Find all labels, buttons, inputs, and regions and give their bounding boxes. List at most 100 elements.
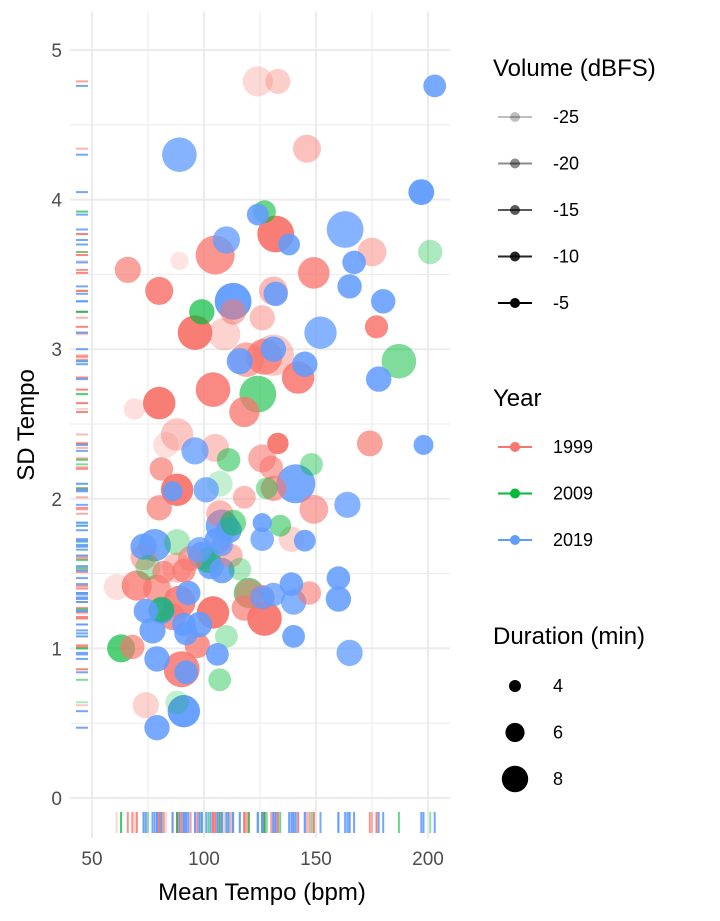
data-point-2019	[212, 226, 240, 254]
data-point-2019	[334, 491, 361, 518]
data-point-2019	[162, 481, 183, 502]
legend-key-size	[501, 765, 529, 793]
data-point-2019	[144, 646, 170, 672]
data-point-1999	[103, 574, 130, 600]
legend-label-duration: 8	[553, 769, 563, 789]
tick-labels: 50 100 150 200 0 1 2 3 4 5	[51, 41, 443, 870]
legend-key-dot	[510, 158, 520, 169]
data-point-2009	[189, 299, 215, 325]
data-point-2019	[167, 695, 200, 728]
legend-key-dot	[510, 535, 520, 545]
data-point-1999	[145, 276, 174, 305]
data-point-2019	[278, 233, 300, 256]
data-point-2009	[215, 625, 238, 648]
data-point-2019	[211, 534, 233, 557]
legend-label-volume: -15	[553, 200, 579, 220]
data-point-1999	[220, 298, 247, 325]
data-point-2019	[252, 513, 272, 533]
data-point-2019	[139, 617, 166, 644]
data-point-2019	[304, 316, 337, 349]
legend-label-volume: -10	[553, 247, 579, 267]
legend-key-dot	[510, 488, 520, 499]
data-point-1999	[242, 66, 273, 97]
legend-title-duration: Duration (min)	[493, 623, 645, 650]
y-tick-label: 1	[51, 639, 62, 660]
legend-label-duration: 4	[553, 676, 563, 696]
data-point-1999	[293, 134, 321, 163]
data-point-2009	[216, 448, 241, 472]
legend-key-dot	[510, 112, 520, 122]
x-tick-label: 50	[81, 849, 102, 870]
data-point-2019	[130, 533, 157, 560]
data-point-1999	[356, 430, 383, 457]
data-point-2019	[326, 211, 364, 248]
data-point-2019	[174, 621, 198, 646]
data-point-2019	[423, 74, 447, 98]
data-point-2019	[293, 529, 316, 552]
data-point-2019	[246, 203, 269, 226]
data-point-2019	[162, 137, 197, 172]
data-point-1999	[267, 432, 289, 455]
data-point-1999	[208, 318, 241, 351]
legend-key-dot	[510, 205, 520, 215]
x-tick-label: 150	[300, 849, 332, 870]
data-point-2019	[408, 179, 435, 206]
data-point-1999	[114, 256, 141, 283]
grid	[70, 12, 450, 838]
y-axis-title: SD Tempo	[13, 369, 40, 481]
data-point-1999	[364, 315, 389, 339]
legend-key-dot	[510, 298, 520, 308]
data-point-1999	[231, 595, 257, 621]
data-point-2019	[226, 348, 253, 375]
data-point-2019	[292, 351, 318, 377]
data-point-2019	[144, 715, 170, 741]
data-point-2019	[260, 336, 287, 362]
data-point-1999	[143, 386, 176, 420]
data-point-1999	[149, 457, 174, 481]
data-point-1999	[132, 692, 159, 719]
data-point-2019	[276, 464, 316, 504]
data-point-1999	[297, 581, 322, 605]
data-point-1999	[195, 372, 231, 407]
data-point-1999	[146, 495, 172, 521]
data-point-2019	[337, 274, 362, 299]
data-point-1999	[259, 455, 284, 480]
x-axis-title: Mean Tempo (bpm)	[158, 879, 366, 906]
y-tick-label: 3	[51, 340, 62, 361]
data-point-2019	[174, 660, 198, 685]
data-point-2009	[255, 477, 278, 500]
data-point-1999	[153, 432, 179, 458]
data-point-2019	[176, 580, 201, 606]
data-point-2019	[186, 537, 213, 563]
legend-label-volume: -5	[553, 293, 569, 313]
legend-key-dot	[510, 251, 520, 262]
data-point-1999	[298, 257, 330, 289]
data-point-2019	[133, 598, 158, 624]
data-point-2019	[342, 250, 366, 275]
data-point-2009	[381, 343, 417, 379]
data-point-2019	[413, 434, 434, 455]
legend-title-volume: Volume (dBFS)	[493, 55, 656, 82]
data-points	[103, 66, 447, 741]
data-point-1999	[299, 494, 329, 524]
y-tick-label: 0	[51, 789, 62, 810]
data-point-2009	[220, 509, 247, 536]
data-point-1999	[229, 396, 260, 428]
data-point-1999	[120, 634, 145, 660]
data-point-1999	[265, 68, 291, 94]
data-point-2019	[371, 289, 396, 314]
data-point-2019	[326, 566, 351, 590]
legend-label-duration: 6	[553, 723, 563, 743]
data-point-2019	[325, 586, 352, 612]
y-tick-label: 4	[51, 191, 62, 212]
data-point-1999	[152, 560, 176, 584]
data-point-2019	[206, 643, 229, 666]
data-point-1999	[123, 398, 146, 420]
legend: Volume (dBFS) -25 -20 -15 -10 -5 Year 1999 2009 2…	[493, 55, 656, 793]
data-point-2019	[261, 582, 286, 607]
data-point-2019	[250, 527, 274, 551]
data-point-1999	[170, 251, 189, 271]
data-point-1999	[260, 475, 287, 501]
data-point-2009	[300, 453, 323, 476]
data-point-2019	[193, 477, 219, 503]
